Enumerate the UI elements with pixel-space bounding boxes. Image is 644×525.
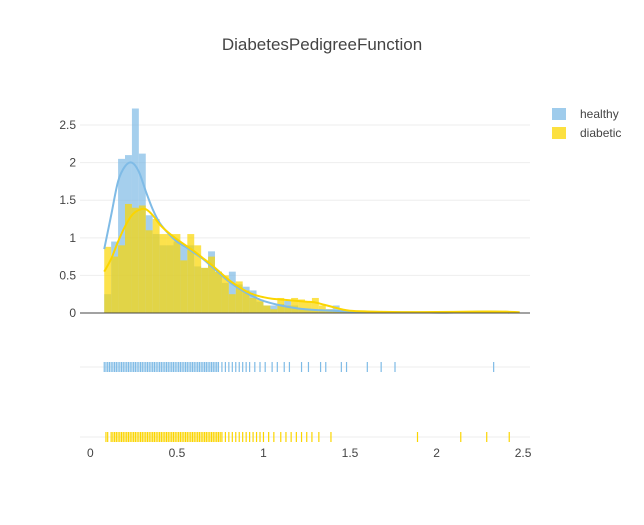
histogram-bar-diabetic[interactable] <box>194 245 202 313</box>
legend[interactable]: healthy diabetic <box>552 107 621 140</box>
histogram-bar-healthy[interactable] <box>332 305 340 313</box>
y-tick-label: 0 <box>69 306 76 320</box>
histogram-bar-diabetic[interactable] <box>104 246 112 313</box>
histogram-bar-diabetic[interactable] <box>284 305 292 313</box>
histogram-bar-diabetic[interactable] <box>159 234 167 313</box>
histogram-bar-diabetic[interactable] <box>270 309 278 313</box>
histogram-bar-healthy[interactable] <box>228 271 236 313</box>
axes: 0 0.5 1 1.5 2 2.5 0 0.5 1 1.5 2 2.5 <box>59 118 531 460</box>
kde-curves[interactable] <box>103 161 520 314</box>
y-tick-label: 1 <box>69 231 76 245</box>
histogram-bar-diabetic[interactable] <box>311 297 319 313</box>
histogram-bar-diabetic[interactable] <box>138 205 146 313</box>
histogram-bar-diabetic[interactable] <box>180 260 188 313</box>
x-tick-label: 2.5 <box>515 446 532 460</box>
y-tick-label: 0.5 <box>59 268 76 282</box>
legend-item-diabetic[interactable]: diabetic <box>552 126 621 140</box>
y-tick-label: 2.5 <box>59 118 76 132</box>
histogram-bar-diabetic[interactable] <box>263 305 271 313</box>
legend-swatch-diabetic <box>552 127 566 139</box>
x-tick-label: 1.5 <box>342 446 359 460</box>
histogram-bar-diabetic[interactable] <box>242 290 250 313</box>
histogram-bar-diabetic[interactable] <box>131 207 139 313</box>
x-tick-label: 0 <box>87 446 94 460</box>
y-tick-label: 2 <box>69 156 76 170</box>
legend-label-diabetic: diabetic <box>580 126 621 140</box>
legend-item-healthy[interactable]: healthy <box>552 107 619 121</box>
kde-curve-diabetic[interactable] <box>103 207 520 314</box>
histogram-bar-diabetic[interactable] <box>125 203 132 313</box>
chart-title: DiabetesPedigreeFunction <box>222 35 422 54</box>
histogram-bar-diabetic[interactable] <box>111 256 119 313</box>
x-tick-label: 2 <box>433 446 440 460</box>
x-tick-label: 1 <box>260 446 267 460</box>
histogram-bar-diabetic[interactable] <box>305 301 312 313</box>
histogram-bar-diabetic[interactable] <box>291 297 299 313</box>
legend-swatch-healthy <box>552 108 566 120</box>
histogram-bar-diabetic[interactable] <box>152 219 160 313</box>
histogram-bar-diabetic[interactable] <box>187 234 195 313</box>
legend-label-healthy: healthy <box>580 107 619 121</box>
histogram-bar-diabetic[interactable] <box>318 305 326 313</box>
y-tick-label: 1.5 <box>59 193 76 207</box>
x-tick-label: 0.5 <box>169 446 186 460</box>
histogram-bar-diabetic[interactable] <box>166 234 174 313</box>
histogram-bar-diabetic[interactable] <box>256 299 264 313</box>
histogram-bar-diabetic[interactable] <box>173 234 181 313</box>
histogram-bar-diabetic[interactable] <box>118 245 125 313</box>
histogram-bar-diabetic[interactable] <box>145 230 153 313</box>
histogram-bars[interactable] <box>104 108 520 314</box>
histogram-bar-diabetic[interactable] <box>228 294 236 313</box>
histogram-bar-diabetic[interactable] <box>215 271 222 313</box>
histogram-bar-diabetic[interactable] <box>235 281 243 313</box>
histogram-bar-diabetic[interactable] <box>221 275 229 313</box>
histogram-bar-diabetic[interactable] <box>249 297 257 313</box>
histogram-bar-diabetic[interactable] <box>208 256 215 313</box>
histogram-bar-diabetic[interactable] <box>298 299 305 313</box>
rug-plot[interactable] <box>103 362 510 442</box>
histogram-bar-diabetic[interactable] <box>201 267 209 313</box>
